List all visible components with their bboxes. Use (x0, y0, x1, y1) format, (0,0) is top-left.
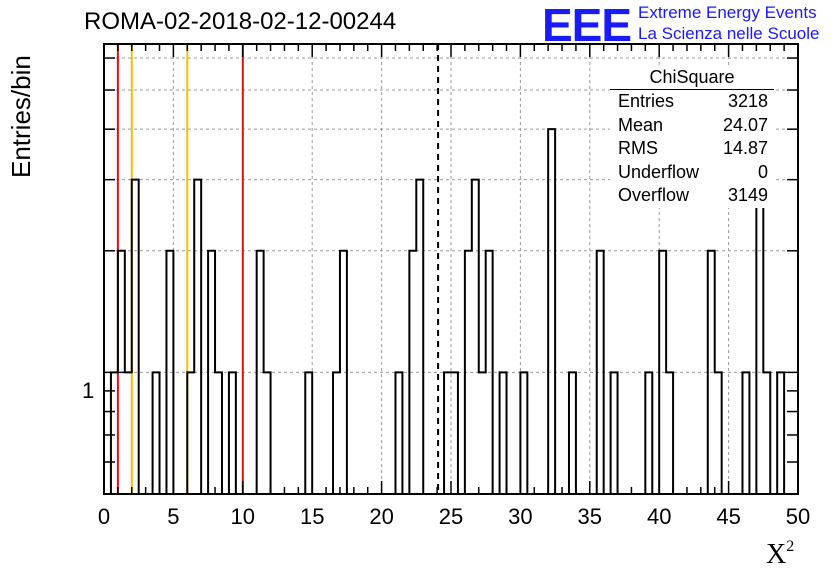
x-tick-label: 35 (578, 504, 602, 529)
stats-label: Entries (618, 91, 675, 111)
x-tick-label: 10 (231, 504, 255, 529)
logo-caption-line1: Extreme Energy Events (638, 3, 817, 22)
y-axis-label: Entries/bin (6, 55, 36, 178)
stats-value: 14.87 (722, 138, 768, 158)
x-tick-label: 0 (98, 504, 110, 529)
grid-lines (104, 44, 798, 494)
x-tick-label: 5 (167, 504, 179, 529)
x-tick-label: 30 (508, 504, 532, 529)
stats-row-rms: RMS 14.87 (610, 137, 774, 161)
x-tick-label: 50 (786, 504, 810, 529)
plot-frame (103, 43, 799, 495)
x-tick-label: 20 (369, 504, 393, 529)
x-axis-label-exponent: 2 (786, 538, 795, 555)
stats-label: RMS (618, 138, 658, 158)
stats-value: 3149 (727, 185, 768, 205)
eee-logo: EEE (542, 0, 632, 51)
stats-row-underflow: Underflow 0 (610, 161, 774, 185)
x-axis-label-symbol: X (766, 539, 787, 570)
stats-label: Underflow (618, 161, 700, 182)
x-tick-label: 25 (439, 504, 463, 529)
x-tick-label: 40 (647, 504, 671, 529)
stats-value: 24.07 (722, 114, 768, 135)
x-tick-labels: 0 5 10 15 20 25 30 35 40 45 50 (98, 504, 810, 529)
stats-value: 3218 (727, 91, 768, 111)
logo-caption-line2: La Scienza nelle Scuole (638, 24, 820, 43)
stats-box: ChiSquare Entries 3218 Mean 24.07 RMS 14… (610, 66, 774, 208)
x-tick-label: 15 (300, 504, 324, 529)
x-tick-label: 45 (716, 504, 740, 529)
stats-title: ChiSquare (610, 66, 774, 90)
stats-row-entries: Entries 3218 (610, 90, 774, 114)
stats-row-mean: Mean 24.07 (610, 114, 774, 138)
stats-row-overflow: Overflow 3149 (610, 184, 774, 208)
x-axis-label: X2 (766, 538, 794, 571)
stats-value: 0 (757, 161, 768, 182)
y-tick-label: 1 (82, 378, 95, 403)
stats-label: Mean (618, 114, 664, 135)
stats-label: Overflow (618, 185, 690, 205)
chart-title: ROMA-02-2018-02-12-00244 (84, 8, 397, 35)
